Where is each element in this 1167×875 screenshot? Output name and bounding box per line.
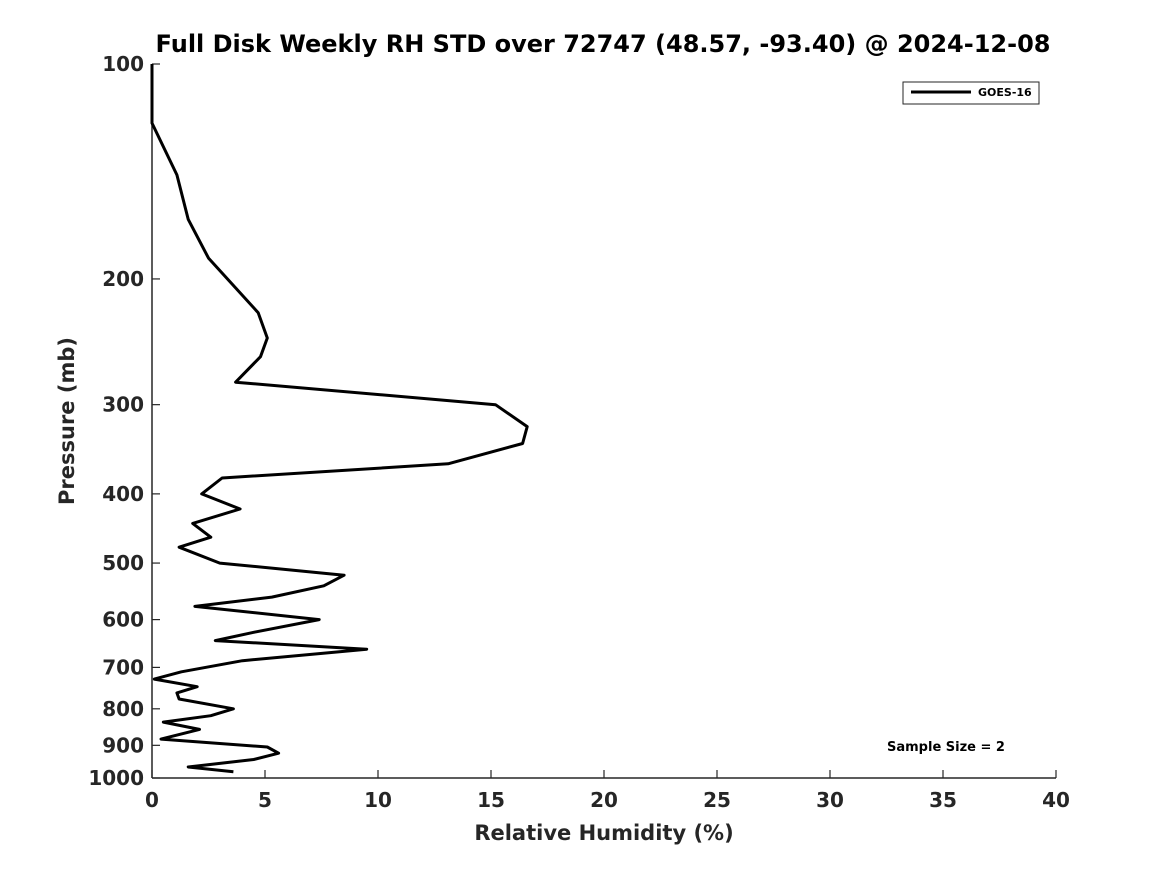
plot-area: 0 5 10 15 20 25 30 35 40 100 200 300 400 500 600 700 80…	[88, 52, 1070, 812]
x-tick-label: 25	[703, 788, 731, 812]
chart-title: Full Disk Weekly RH STD over 72747 (48.5…	[156, 30, 1051, 58]
y-tick-label: 600	[102, 608, 144, 632]
y-tick-label: 300	[102, 393, 144, 417]
x-tick-label: 35	[929, 788, 957, 812]
x-tick-label: 0	[145, 788, 159, 812]
x-tick-label: 40	[1042, 788, 1070, 812]
y-tick-label: 200	[102, 267, 144, 291]
y-tick-label: 100	[102, 52, 144, 76]
y-tick-label: 400	[102, 482, 144, 506]
x-tick-label: 15	[477, 788, 505, 812]
sample-size-annotation: Sample Size = 2	[887, 740, 1005, 755]
legend: GOES-16	[902, 81, 1040, 105]
x-tick-label: 10	[364, 788, 392, 812]
x-tick-label: 20	[590, 788, 618, 812]
x-axis-label: Relative Humidity (%)	[474, 821, 733, 845]
x-ticks: 0 5 10 15 20 25 30 35 40	[145, 770, 1070, 812]
y-tick-label: 1000	[88, 766, 144, 790]
y-tick-label: 900	[102, 733, 144, 757]
x-tick-label: 30	[816, 788, 844, 812]
legend-label: GOES-16	[978, 86, 1032, 99]
y-tick-label: 800	[102, 697, 144, 721]
x-tick-label: 5	[258, 788, 272, 812]
y-ticks: 100 200 300 400 500 600 700 800 900 1000	[88, 52, 160, 790]
y-axis-label: Pressure (mb)	[55, 337, 79, 505]
series-line-goes-16	[150, 64, 529, 774]
y-tick-label: 500	[102, 551, 144, 575]
y-tick-label: 700	[102, 655, 144, 679]
